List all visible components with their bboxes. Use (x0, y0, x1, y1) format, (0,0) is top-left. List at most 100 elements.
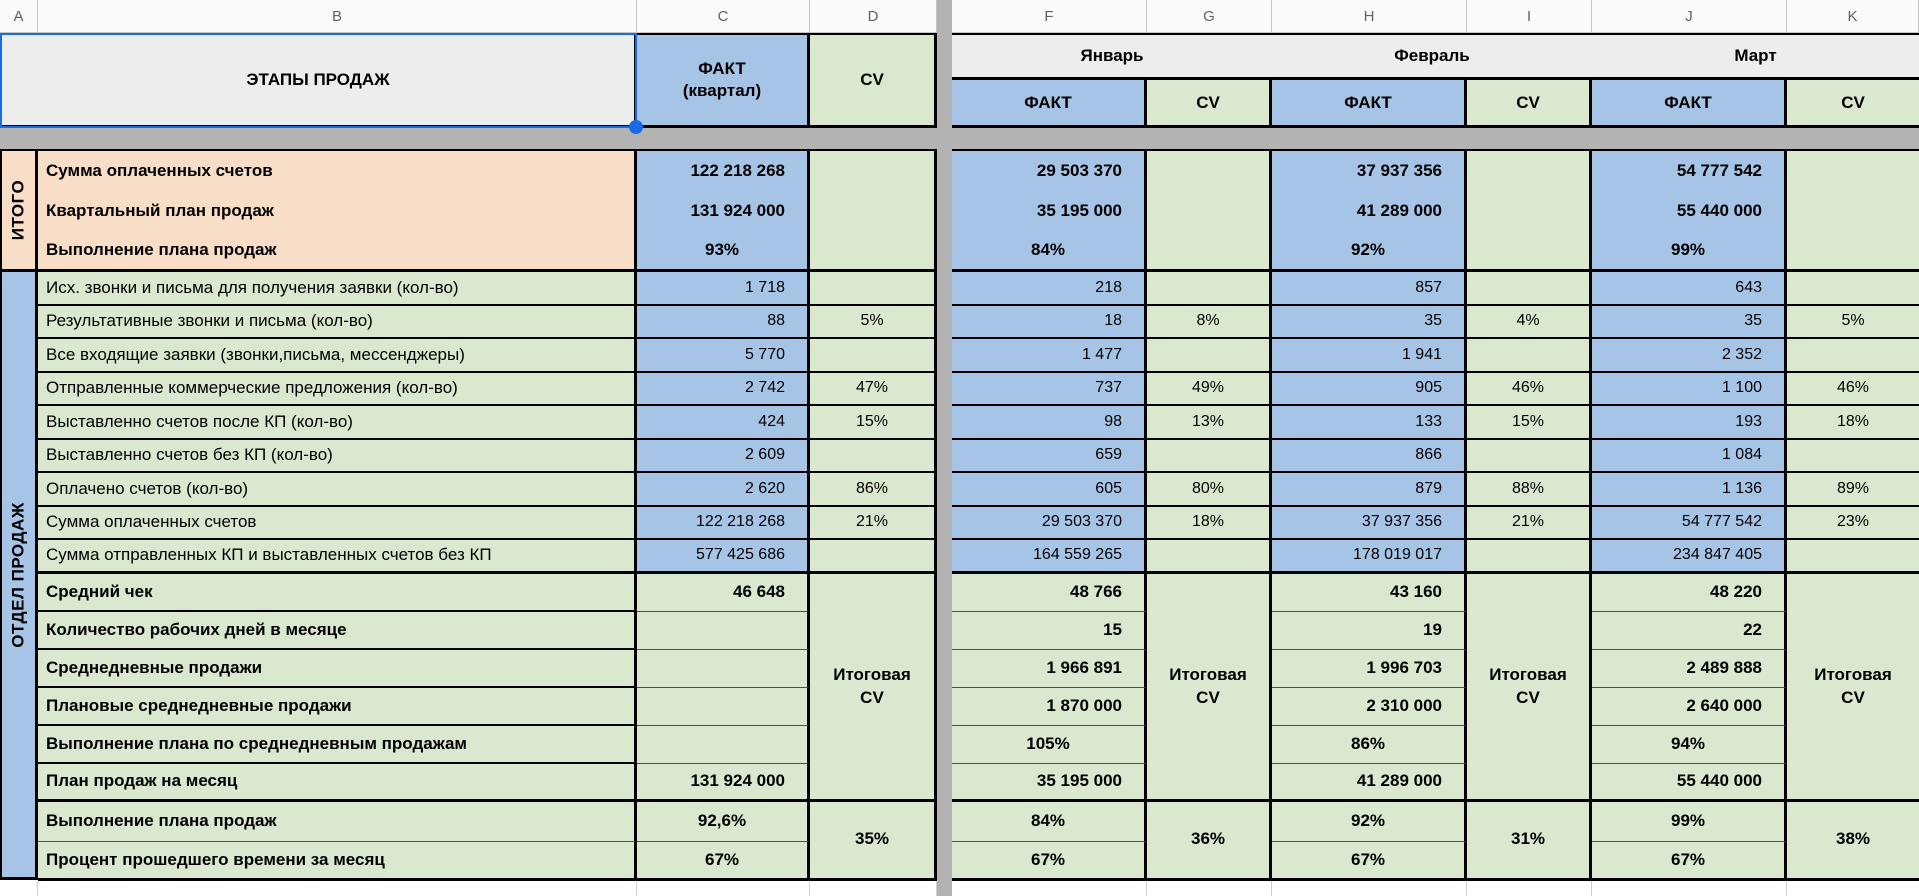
row-label[interactable]: Выполнение плана по среднедневным продаж… (38, 725, 637, 764)
cell-fact-mar[interactable]: 2 640 000 (1592, 687, 1787, 726)
cell-cv-mar[interactable]: 18% (1787, 406, 1919, 440)
row-label[interactable]: Оплачено счетов (кол-во) (38, 473, 637, 507)
cell-fact-mar[interactable]: 55 440 000 (1592, 763, 1787, 802)
cell-fact-quarter[interactable]: 577 425 686 (637, 540, 810, 574)
cell-fact-quarter[interactable] (637, 687, 810, 726)
row-label[interactable]: Среднедневные продажи (38, 649, 637, 688)
cell-fact-quarter[interactable]: 131 924 000 (637, 763, 810, 802)
cell-cv-jan[interactable] (1147, 540, 1272, 574)
column-header-k[interactable]: K (1787, 0, 1919, 33)
cell-fact-jan[interactable]: 605 (952, 473, 1147, 507)
cell-fact-jan[interactable]: 1 870 000 (952, 687, 1147, 726)
cell-fact-quarter[interactable]: 2 742 (637, 372, 810, 406)
column-header-h[interactable]: H (1272, 0, 1467, 33)
cell-cv-feb[interactable] (1467, 439, 1592, 473)
cell-fact-mar[interactable]: 55 440 000 (1592, 190, 1787, 231)
row-label[interactable]: Выполнение плана продаж (38, 231, 637, 272)
cell-fact-feb[interactable]: 866 (1272, 439, 1467, 473)
cell-cv-mar-merged[interactable] (1787, 841, 1919, 881)
cell-fact-jan[interactable]: 48 766 (952, 573, 1147, 612)
cell-fact-feb[interactable]: 37 937 356 (1272, 506, 1467, 540)
month-name-march[interactable]: Март (1592, 33, 1919, 80)
cell-fact-feb[interactable]: 35 (1272, 305, 1467, 339)
cell-fact-feb[interactable]: 86% (1272, 725, 1467, 764)
cell-fact-mar[interactable]: 193 (1592, 406, 1787, 440)
cell-fact-feb[interactable]: 37 937 356 (1272, 149, 1467, 190)
cell-cv-quarter[interactable] (810, 439, 937, 473)
cell-fact-feb[interactable]: 41 289 000 (1272, 763, 1467, 802)
fact-subheader-feb[interactable]: ФАКТ (1272, 80, 1467, 128)
column-header-f[interactable]: F (952, 0, 1147, 33)
cell-fact-jan[interactable]: 218 (952, 272, 1147, 306)
cell-fact-mar[interactable]: 99% (1592, 801, 1787, 842)
cell-fact-mar[interactable]: 99% (1592, 231, 1787, 272)
cell-fact-jan[interactable]: 84% (952, 231, 1147, 272)
cell-fact-quarter[interactable]: 93% (637, 231, 810, 272)
cell-fact-feb[interactable]: 857 (1272, 272, 1467, 306)
cell-cv-quarter[interactable]: 21% (810, 506, 937, 540)
cell-cv-mar[interactable] (1787, 272, 1919, 306)
cell-cv-quarter[interactable] (810, 231, 937, 272)
row-group-totals[interactable]: ИТОГО (0, 149, 38, 272)
cell-cv-feb[interactable]: 4% (1467, 305, 1592, 339)
cell-fact-quarter[interactable]: 46 648 (637, 573, 810, 612)
cell-cv-jan-merged[interactable] (1147, 841, 1272, 881)
column-header-a[interactable]: A (0, 0, 38, 33)
cell-cv-quarter[interactable]: 5% (810, 305, 937, 339)
cell-cv-mar[interactable]: 89% (1787, 473, 1919, 507)
cell-fact-jan[interactable]: 67% (952, 841, 1147, 881)
cell-fact-mar[interactable]: 22 (1592, 611, 1787, 650)
fact-subheader-jan[interactable]: ФАКТ (952, 80, 1147, 128)
row-label[interactable]: Плановые среднедневные продажи (38, 687, 637, 726)
cell-fact-quarter[interactable]: 122 218 268 (637, 506, 810, 540)
cell-cv-quarter[interactable]: 86% (810, 473, 937, 507)
cell-cv-quarter[interactable]: 47% (810, 372, 937, 406)
cell-fact-jan[interactable]: 105% (952, 725, 1147, 764)
row-label[interactable]: Средний чек (38, 573, 637, 612)
cell-cv-quarter[interactable] (810, 190, 937, 231)
row-label[interactable]: Сумма оплаченных счетов (38, 506, 637, 540)
cell-fact-jan[interactable]: 1 966 891 (952, 649, 1147, 688)
cell-cv-jan-merged[interactable] (1147, 763, 1272, 802)
cell-cv-feb-merged[interactable] (1467, 841, 1592, 881)
cell-fact-quarter[interactable]: 424 (637, 406, 810, 440)
cell-fact-mar[interactable]: 35 (1592, 305, 1787, 339)
cv-quarter-header[interactable]: CV (810, 33, 937, 128)
row-label[interactable]: Отправленные коммерческие предложения (к… (38, 372, 637, 406)
cell-cv-mar-merged[interactable] (1787, 573, 1919, 612)
cv-subheader-feb[interactable]: CV (1467, 80, 1592, 128)
row-label[interactable]: Количество рабочих дней в месяце (38, 611, 637, 650)
cell-cv-feb[interactable] (1467, 149, 1592, 190)
cell-fact-quarter[interactable]: 67% (637, 841, 810, 881)
row-label[interactable]: Сумма оплаченных счетов (38, 149, 637, 190)
cell-cv-quarter-merged[interactable] (810, 611, 937, 650)
cell-cv-feb-merged[interactable] (1467, 725, 1592, 764)
row-group-sales-department[interactable]: ОТДЕЛ ПРОДАЖ (0, 272, 38, 880)
frozen-pane-divider-top[interactable] (937, 0, 952, 33)
row-label[interactable]: Выполнение плана продаж (38, 801, 637, 842)
cell-fact-mar[interactable]: 234 847 405 (1592, 540, 1787, 574)
fact-quarter-header[interactable]: ФАКТ (квартал) (637, 33, 810, 128)
cell-cv-feb[interactable]: 15% (1467, 406, 1592, 440)
cell-fact-mar[interactable]: 94% (1592, 725, 1787, 764)
cell-fact-mar[interactable]: 54 777 542 (1592, 506, 1787, 540)
cell-cv-mar-merged[interactable] (1787, 687, 1919, 726)
cell-fact-mar[interactable]: 1 100 (1592, 372, 1787, 406)
cell-cv-feb[interactable]: 46% (1467, 372, 1592, 406)
cell-fact-mar[interactable]: 1 136 (1592, 473, 1787, 507)
fact-subheader-mar[interactable]: ФАКТ (1592, 80, 1787, 128)
cell-fact-feb[interactable]: 67% (1272, 841, 1467, 881)
cell-cv-quarter-merged[interactable] (810, 687, 937, 726)
cell-fact-jan[interactable]: 18 (952, 305, 1147, 339)
cell-cv-feb[interactable] (1467, 339, 1592, 373)
cell-cv-jan[interactable] (1147, 149, 1272, 190)
cv-subheader-mar[interactable]: CV (1787, 80, 1919, 128)
cell-fact-jan[interactable]: 659 (952, 439, 1147, 473)
cell-cv-feb-merged[interactable] (1467, 763, 1592, 802)
cell-cv-feb[interactable] (1467, 272, 1592, 306)
cell-fact-quarter[interactable]: 131 924 000 (637, 190, 810, 231)
cell-cv-mar[interactable] (1787, 190, 1919, 231)
cell-fact-mar[interactable]: 48 220 (1592, 573, 1787, 612)
cell-fact-jan[interactable]: 84% (952, 801, 1147, 842)
cv-subheader-jan[interactable]: CV (1147, 80, 1272, 128)
